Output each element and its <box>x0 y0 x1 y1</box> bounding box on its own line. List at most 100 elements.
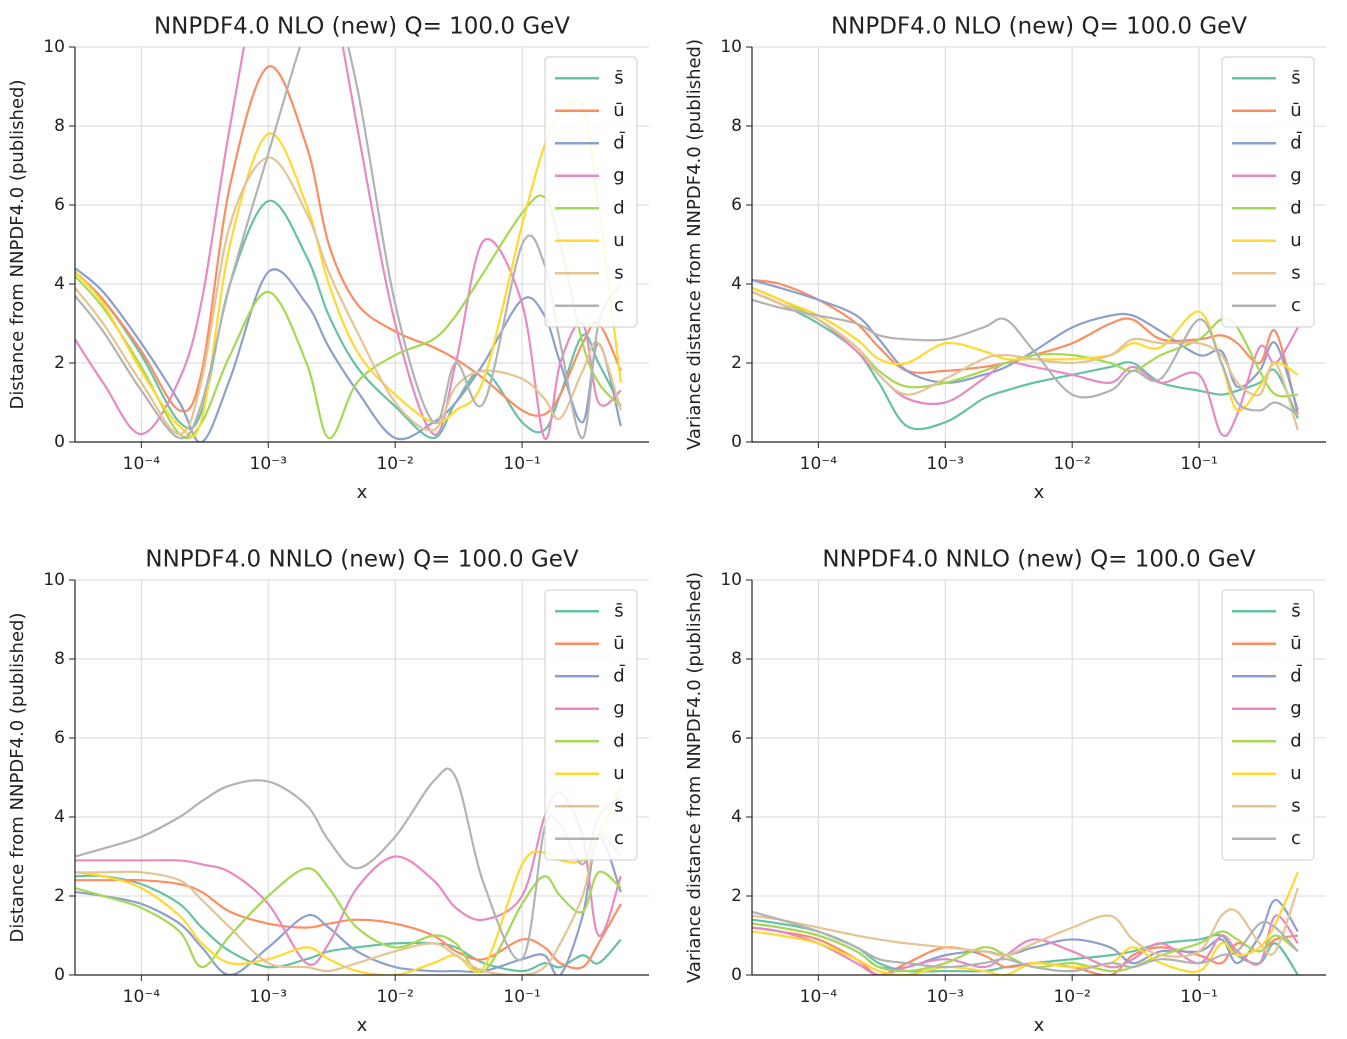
legend-label: c <box>614 295 624 316</box>
y-tick-label: 0 <box>54 965 65 985</box>
y-axis-label: Variance distance from NNPDF4.0 (publish… <box>684 572 705 983</box>
x-tick-label: 10⁻² <box>376 454 413 474</box>
legend-label: s <box>1291 795 1300 816</box>
legend-box <box>1221 589 1315 861</box>
y-axis-label: Distance from NNPDF4.0 (published) <box>7 613 28 943</box>
y-tick-label: 8 <box>54 116 65 136</box>
legend-label: ū <box>613 633 624 654</box>
line-series <box>75 47 622 440</box>
subplot: 0 2 4 6 8 10 10⁻⁴ 10⁻³ 10⁻² 10⁻¹ NNPDF4.0 NNLO (ne… <box>684 547 1326 1036</box>
line-series <box>75 156 622 436</box>
x-axis-label: x <box>1034 1015 1045 1036</box>
line-series <box>752 286 1299 412</box>
plot-area <box>75 47 622 442</box>
y-tick-label: 10 <box>720 570 742 590</box>
legend-label: c <box>1291 828 1301 849</box>
line-series <box>75 878 622 970</box>
legend-label: ū <box>1290 100 1301 121</box>
y-tick-label: 8 <box>731 649 742 669</box>
chart-title: NNPDF4.0 NLO (new) Q= 100.0 GeV <box>831 14 1247 40</box>
legend-label: c <box>614 828 624 849</box>
line-series <box>75 199 622 440</box>
legend-label: g <box>1290 698 1301 719</box>
line-series <box>752 914 1299 975</box>
y-tick-label: 4 <box>731 274 742 294</box>
x-tick-label: 10⁻¹ <box>503 987 540 1007</box>
line-series <box>752 298 1299 416</box>
legend-label: s̄ <box>614 67 623 88</box>
line-series <box>75 47 622 440</box>
legend-label: d <box>613 730 624 751</box>
x-tick-label: 10⁻³ <box>250 987 287 1007</box>
y-tick-label: 0 <box>731 965 742 985</box>
legend-label: d <box>613 197 624 218</box>
subplot: 0 2 4 6 8 10 10⁻⁴ 10⁻³ 10⁻² 10⁻¹ NNPDF4.0 NLO (new… <box>684 14 1326 503</box>
legend-box <box>1221 56 1315 328</box>
y-axis-label: Variance distance from NNPDF4.0 (publish… <box>684 39 705 450</box>
x-tick-label: 10⁻⁴ <box>123 987 161 1007</box>
subplot: 0 2 4 6 8 10 10⁻⁴ 10⁻³ 10⁻² 10⁻¹ NNPDF4.0 NLO (new… <box>7 14 649 503</box>
line-series <box>752 910 1299 973</box>
line-series <box>75 194 622 440</box>
line-series <box>752 278 1299 411</box>
y-tick-label: 6 <box>731 195 742 215</box>
legend-box <box>544 589 638 861</box>
line-series <box>75 835 622 975</box>
y-tick-label: 4 <box>54 807 65 827</box>
y-axis-label: Distance from NNPDF4.0 (published) <box>7 80 28 410</box>
plot-area <box>752 278 1299 437</box>
x-tick-label: 10⁻² <box>1053 454 1090 474</box>
legend-label: d̄ <box>613 664 625 686</box>
line-series <box>752 290 1299 437</box>
legend-label: d̄ <box>1290 131 1302 153</box>
line-series <box>75 834 622 975</box>
subplot: 0 2 4 6 8 10 10⁻⁴ 10⁻³ 10⁻² 10⁻¹ NNPDF4.0 NNLO (ne… <box>7 547 649 1036</box>
legend-label: d <box>1290 730 1301 751</box>
y-tick-label: 8 <box>54 649 65 669</box>
legend-label: g <box>613 698 624 719</box>
line-series <box>752 290 1299 431</box>
legend-label: u <box>613 230 624 251</box>
legend-label: d̄ <box>613 131 625 153</box>
line-series <box>75 874 622 973</box>
legend-label: d̄ <box>1290 664 1302 686</box>
legend-label: ū <box>613 100 624 121</box>
legend-label: d <box>1290 197 1301 218</box>
y-tick-label: 6 <box>731 728 742 748</box>
line-series <box>752 887 1299 958</box>
line-series <box>75 867 622 974</box>
legend-label: u <box>613 763 624 784</box>
x-axis-label: x <box>357 482 368 503</box>
legend-label: s <box>614 262 623 283</box>
line-series <box>752 290 1299 431</box>
legend-label: s̄ <box>1291 600 1300 621</box>
chart-title: NNPDF4.0 NNLO (new) Q= 100.0 GeV <box>145 547 579 573</box>
legend-label: s̄ <box>1291 67 1300 88</box>
legend-label: g <box>613 165 624 186</box>
line-series <box>75 767 622 962</box>
x-tick-label: 10⁻⁴ <box>123 454 161 474</box>
x-tick-label: 10⁻⁴ <box>800 454 838 474</box>
y-tick-label: 0 <box>731 432 742 452</box>
y-tick-label: 6 <box>54 728 65 748</box>
y-tick-label: 4 <box>54 274 65 294</box>
chart-title: NNPDF4.0 NLO (new) Q= 100.0 GeV <box>154 14 570 40</box>
x-tick-label: 10⁻¹ <box>1180 454 1217 474</box>
y-tick-label: 2 <box>54 886 65 906</box>
y-tick-label: 10 <box>43 570 65 590</box>
legend-box <box>544 56 638 328</box>
y-tick-label: 6 <box>54 195 65 215</box>
x-tick-label: 10⁻¹ <box>1180 987 1217 1007</box>
x-axis-label: x <box>1034 482 1045 503</box>
y-tick-label: 10 <box>720 37 742 57</box>
y-tick-label: 2 <box>54 353 65 373</box>
x-tick-label: 10⁻² <box>1053 987 1090 1007</box>
x-tick-label: 10⁻¹ <box>503 454 540 474</box>
plot-area <box>75 767 622 975</box>
x-tick-label: 10⁻² <box>376 987 413 1007</box>
legend-label: g <box>1290 165 1301 186</box>
legend-label: u <box>1290 763 1301 784</box>
legend-label: s̄ <box>614 600 623 621</box>
